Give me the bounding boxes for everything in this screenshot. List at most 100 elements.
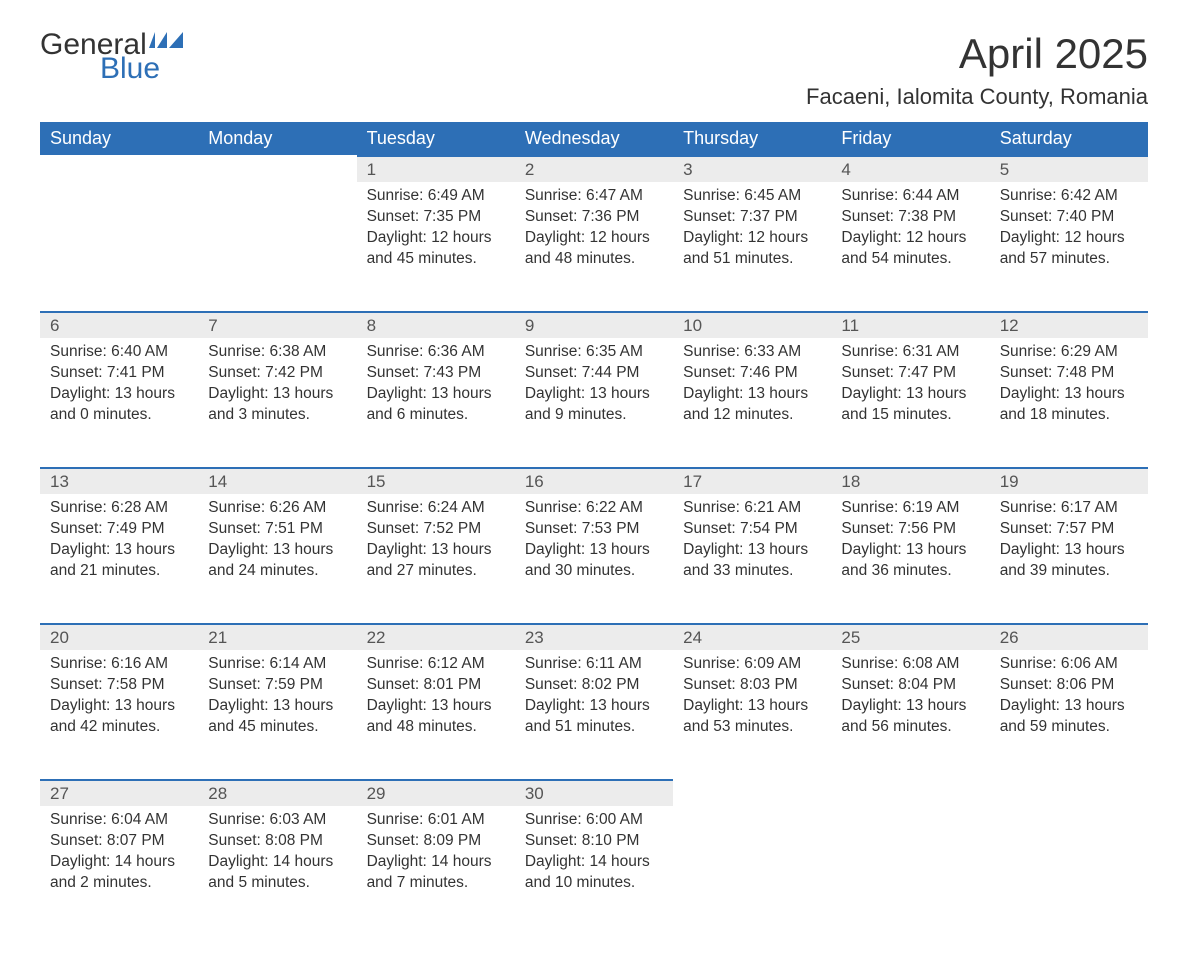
daylight-line: Daylight: 13 hours and 21 minutes. [50,540,188,582]
sunrise-value: 6:22 AM [586,499,643,516]
sunrise-line: Sunrise: 6:01 AM [367,810,505,831]
sunrise-label: Sunrise: [208,655,269,672]
daylight-label: Daylight: [683,541,748,558]
daylight-label: Daylight: [367,853,432,870]
daynum-row: 20212223242526 [40,624,1148,650]
sunrise-line: Sunrise: 6:45 AM [683,186,821,207]
sunrise-label: Sunrise: [50,499,111,516]
daylight-label: Daylight: [1000,541,1065,558]
daylight-label: Daylight: [683,385,748,402]
sunrise-value: 6:03 AM [269,811,326,828]
sunset-value: 7:53 PM [582,520,640,537]
sunset-line: Sunset: 7:38 PM [841,207,979,228]
sunrise-label: Sunrise: [683,343,744,360]
sunset-line: Sunset: 8:04 PM [841,675,979,696]
sunset-value: 8:03 PM [740,676,798,693]
day-number-cell: 15 [357,468,515,494]
day-content-cell: Sunrise: 6:12 AMSunset: 8:01 PMDaylight:… [357,650,515,780]
sunrise-line: Sunrise: 6:24 AM [367,498,505,519]
sunrise-label: Sunrise: [525,499,586,516]
sunset-label: Sunset: [525,676,582,693]
daylight-label: Daylight: [50,541,115,558]
day-number-cell [673,780,831,806]
sunset-label: Sunset: [50,364,107,381]
sunrise-label: Sunrise: [525,343,586,360]
daylight-line: Daylight: 13 hours and 48 minutes. [367,696,505,738]
sunset-line: Sunset: 7:56 PM [841,519,979,540]
day-content-cell: Sunrise: 6:21 AMSunset: 7:54 PMDaylight:… [673,494,831,624]
day-number-cell: 27 [40,780,198,806]
sunset-label: Sunset: [367,832,424,849]
day-content-cell: Sunrise: 6:42 AM Sunset: 7:40 PMDaylight:… [990,182,1148,312]
day-content-cell [198,182,356,312]
daylight-line: Daylight: 13 hours and 39 minutes. [1000,540,1138,582]
sunset-value: 7:49 PM [107,520,165,537]
sunset-line: Sunset: 7:51 PM [208,519,346,540]
sunrise-value: 6:42 AM [1061,187,1118,204]
day-number-cell: 17 [673,468,831,494]
sunrise-value: 6:09 AM [744,655,801,672]
sunset-line: Sunset: 7:47 PM [841,363,979,384]
sunset-label: Sunset: [50,676,107,693]
sunset-line: Sunset: 7:57 PM [1000,519,1138,540]
daylight-line: Daylight: 13 hours and 6 minutes. [367,384,505,426]
daylight-label: Daylight: [525,229,590,246]
day-content-cell: Sunrise: 6:40 AMSunset: 7:41 PMDaylight:… [40,338,198,468]
daylight-line: Daylight: 13 hours and 9 minutes. [525,384,663,426]
day-content-cell: Sunrise: 6:19 AMSunset: 7:56 PMDaylight:… [831,494,989,624]
sunset-value: 7:43 PM [423,364,481,381]
sunset-label: Sunset: [841,520,898,537]
sunset-label: Sunset: [841,364,898,381]
daylight-label: Daylight: [1000,229,1065,246]
sunset-line: Sunset: 7:54 PM [683,519,821,540]
day-content-cell: Sunrise: 6:00 AMSunset: 8:10 PMDaylight:… [515,806,673,936]
sunrise-label: Sunrise: [841,187,902,204]
sunset-label: Sunset: [208,832,265,849]
day-content-cell [990,806,1148,936]
sunrise-value: 6:04 AM [111,811,168,828]
sunrise-line: Sunrise: 6:35 AM [525,342,663,363]
day-content-cell: Sunrise: 6:36 AMSunset: 7:43 PMDaylight:… [357,338,515,468]
day-header: Thursday [673,122,831,156]
daylight-line: Daylight: 13 hours and 30 minutes. [525,540,663,582]
daylight-label: Daylight: [208,853,273,870]
day-header: Friday [831,122,989,156]
sunrise-line: Sunrise: 6:38 AM [208,342,346,363]
sunrise-line: Sunrise: 6:11 AM [525,654,663,675]
daylight-line: Daylight: 13 hours and 36 minutes. [841,540,979,582]
daylight-line: Daylight: 14 hours and 7 minutes. [367,852,505,894]
sunset-value: 8:07 PM [107,832,165,849]
sunrise-label: Sunrise: [525,187,586,204]
day-content-cell: Sunrise: 6:09 AMSunset: 8:03 PMDaylight:… [673,650,831,780]
day-content-cell: Sunrise: 6:22 AMSunset: 7:53 PMDaylight:… [515,494,673,624]
sunrise-line: Sunrise: 6:47 AM [525,186,663,207]
daylight-label: Daylight: [367,541,432,558]
sunset-line: Sunset: 8:08 PM [208,831,346,852]
sunset-label: Sunset: [841,676,898,693]
calendar-table: SundayMondayTuesdayWednesdayThursdayFrid… [40,122,1148,936]
sunset-label: Sunset: [683,208,740,225]
content-row: Sunrise: 6:28 AMSunset: 7:49 PMDaylight:… [40,494,1148,624]
sunrise-label: Sunrise: [367,499,428,516]
day-number-cell: 28 [198,780,356,806]
sunrise-label: Sunrise: [525,811,586,828]
sunset-label: Sunset: [1000,676,1057,693]
sunrise-label: Sunrise: [208,811,269,828]
daylight-label: Daylight: [208,385,273,402]
day-number-cell: 10 [673,312,831,338]
daylight-label: Daylight: [50,853,115,870]
content-row: Sunrise: 6:49 AMSunset: 7:35 PMDaylight:… [40,182,1148,312]
daylight-line: Daylight: 12 hours and 54 minutes. [841,228,979,270]
day-number-cell: 29 [357,780,515,806]
sunset-value: 8:06 PM [1057,676,1115,693]
sunset-line: Sunset: 7:40 PM [1000,207,1138,228]
sunset-line: Sunset: 7:58 PM [50,675,188,696]
day-content-cell: Sunrise: 6:38 AMSunset: 7:42 PMDaylight:… [198,338,356,468]
calendar-body: 12345Sunrise: 6:49 AMSunset: 7:35 PMDayl… [40,156,1148,936]
day-number-cell: 2 [515,156,673,182]
sunrise-label: Sunrise: [1000,187,1061,204]
daylight-label: Daylight: [683,229,748,246]
sunset-line: Sunset: 7:49 PM [50,519,188,540]
daylight-line: Daylight: 12 hours and 48 minutes. [525,228,663,270]
sunset-value: 7:38 PM [898,208,956,225]
